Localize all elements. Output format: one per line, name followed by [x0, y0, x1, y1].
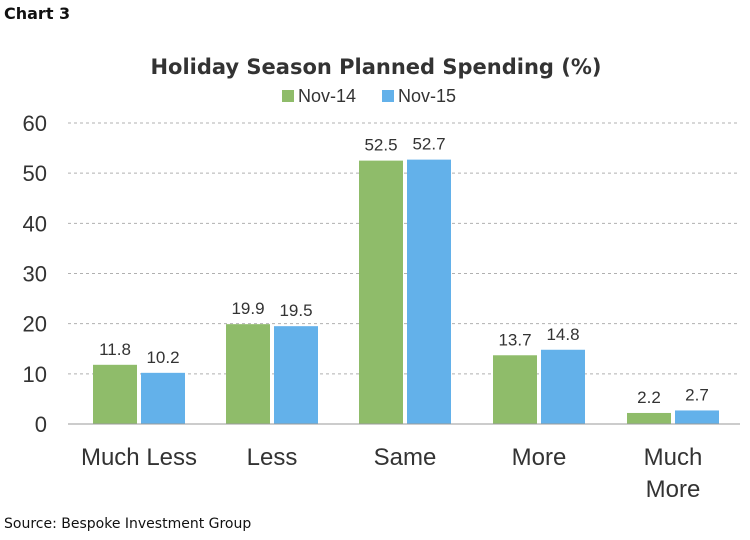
legend: Nov-14 Nov-15: [282, 86, 456, 106]
category-label-same: Same: [374, 444, 437, 471]
data-label-nov-15-much-more: 2.7: [685, 385, 709, 404]
figure-label: Chart 3: [4, 4, 71, 23]
y-tick-label-60: 60: [23, 111, 47, 136]
legend-label-nov-15: Nov-15: [398, 86, 456, 106]
bar-nov-14-more: [493, 355, 537, 424]
y-tick-label-40: 40: [23, 211, 47, 236]
bar-nov-14-much-more: [627, 412, 671, 424]
data-label-nov-15-same: 52.7: [412, 135, 445, 154]
bar-nov-15-same: [407, 159, 451, 424]
bar-nov-15-much-more: [675, 410, 719, 424]
data-label-nov-14-less: 19.9: [231, 299, 264, 318]
data-label-nov-15-much-less: 10.2: [146, 348, 179, 367]
category-label-much-more-line-2: More: [646, 476, 701, 503]
y-axis: 0 10 20 30 40 50 60: [23, 111, 47, 437]
gridlines: [68, 122, 740, 375]
bar-nov-14-same: [359, 160, 403, 424]
category-label-much-more-line-1: Much: [644, 444, 703, 471]
y-tick-label-30: 30: [23, 262, 47, 287]
data-labels: 11.8 19.9 52.5 13.7 2.2 10.2 19.5 52.7 14.8 2.7: [99, 135, 709, 407]
data-label-nov-14-much-less: 11.8: [99, 340, 131, 359]
x-axis: Much Less Less Same More Much More: [81, 444, 702, 503]
y-tick-label-10: 10: [23, 362, 47, 387]
bar-nov-14-less: [226, 324, 270, 424]
y-tick-label-20: 20: [23, 312, 47, 337]
category-label-much-less: Much Less: [81, 444, 197, 471]
source-note: Source: Bespoke Investment Group: [4, 516, 252, 532]
y-tick-label-0: 0: [35, 412, 47, 437]
legend-swatch-nov-15: [382, 90, 394, 102]
legend-label-nov-14: Nov-14: [298, 86, 356, 106]
bar-nov-14-much-less: [93, 364, 137, 424]
plot-area: [68, 159, 740, 425]
data-label-nov-15-less: 19.5: [279, 301, 312, 320]
data-label-nov-14-more: 13.7: [498, 330, 531, 349]
data-label-nov-14-much-more: 2.2: [637, 388, 661, 407]
y-tick-label-50: 50: [23, 161, 47, 186]
bar-nov-15-much-less: [141, 372, 185, 424]
legend-swatch-nov-14: [282, 90, 294, 102]
data-label-nov-14-same: 52.5: [364, 136, 397, 155]
data-label-nov-15-more: 14.8: [546, 325, 579, 344]
bar-nov-15-more: [541, 349, 585, 424]
category-label-less: Less: [247, 444, 298, 471]
bar-nov-15-less: [274, 326, 318, 424]
category-label-more: More: [512, 444, 567, 471]
chart-title: Holiday Season Planned Spending (%): [150, 55, 601, 79]
